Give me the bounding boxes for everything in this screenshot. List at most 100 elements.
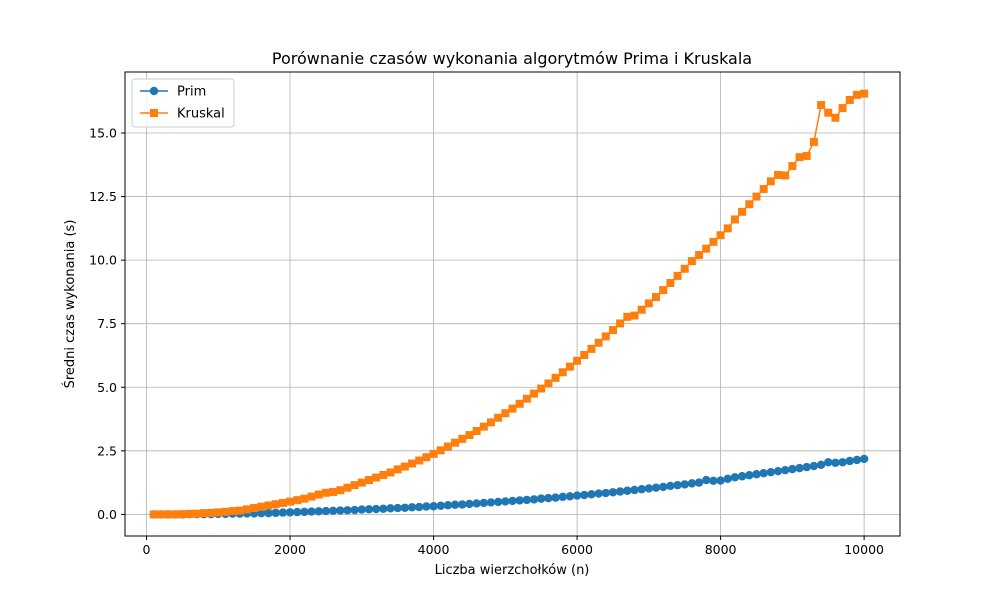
- data-point: [257, 508, 266, 518]
- series-kruskal: [149, 89, 869, 519]
- data-point: [766, 467, 776, 477]
- x-tick-label: 8000: [705, 542, 737, 557]
- y-tick-label: 0.0: [97, 507, 117, 522]
- data-point: [156, 510, 165, 519]
- data-point: [529, 495, 539, 504]
- data-point: [680, 264, 689, 273]
- data-point: [422, 453, 431, 462]
- data-point: [558, 368, 567, 377]
- data-point: [443, 501, 453, 510]
- chart-title: Porównanie czasów wykonania algorytmów P…: [272, 49, 752, 68]
- data-point: [300, 507, 309, 517]
- data-point: [730, 215, 739, 224]
- plot-frame: [124, 71, 901, 537]
- data-point: [314, 490, 323, 499]
- data-point: [350, 481, 359, 490]
- data-point: [695, 251, 704, 260]
- data-point: [515, 399, 524, 408]
- data-point: [479, 498, 488, 508]
- series-layer: [149, 89, 869, 519]
- data-point: [494, 413, 503, 422]
- data-point: [738, 207, 747, 216]
- data-point: [379, 504, 388, 513]
- data-point: [429, 502, 438, 511]
- data-point: [809, 137, 818, 146]
- data-point: [759, 469, 768, 478]
- data-point: [278, 498, 287, 507]
- data-point: [250, 504, 259, 513]
- data-point: [666, 481, 675, 491]
- data-point: [293, 496, 302, 505]
- data-point: [580, 490, 589, 500]
- data-point: [429, 449, 438, 458]
- data-point: [651, 483, 661, 492]
- data-point: [235, 506, 244, 515]
- data-point: [824, 458, 833, 467]
- data-point: [508, 496, 517, 506]
- data-point: [644, 299, 653, 308]
- data-point: [838, 104, 847, 113]
- data-point: [687, 479, 697, 488]
- data-point: [293, 507, 302, 517]
- data-point: [716, 231, 725, 240]
- data-point: [608, 326, 617, 335]
- data-point: [408, 459, 417, 468]
- legend-marker: [150, 109, 158, 117]
- data-point: [436, 446, 445, 455]
- data-point: [465, 499, 474, 509]
- data-point: [357, 478, 366, 487]
- data-point: [702, 475, 711, 485]
- data-point: [845, 456, 854, 466]
- data-point: [745, 471, 754, 480]
- data-point: [350, 505, 359, 515]
- data-point: [493, 497, 503, 507]
- data-point: [343, 483, 352, 492]
- data-point: [508, 404, 517, 413]
- data-point: [752, 470, 761, 479]
- data-point: [242, 505, 251, 514]
- data-point: [680, 480, 689, 489]
- data-point: [565, 492, 575, 501]
- data-point: [673, 480, 682, 490]
- data-point: [379, 470, 388, 479]
- legend: Prim Kruskal: [131, 78, 235, 128]
- data-point: [745, 200, 754, 209]
- data-point: [178, 510, 187, 519]
- data-point: [658, 482, 668, 492]
- data-point: [450, 500, 460, 509]
- legend-item-prim: Prim: [140, 85, 206, 100]
- data-point: [515, 496, 524, 505]
- data-point: [544, 379, 553, 388]
- legend-marker: [149, 86, 159, 96]
- ticks: 0 2000 4000 6000 8000 10000 0.0 2.5 5.0 7.5 10.0 12…: [89, 126, 884, 557]
- data-point: [257, 502, 266, 511]
- x-tick-label: 0: [143, 542, 151, 557]
- grid: [125, 72, 900, 536]
- data-point: [601, 488, 610, 498]
- data-point: [171, 510, 180, 519]
- data-point: [587, 490, 596, 499]
- data-point: [207, 508, 216, 517]
- data-point: [659, 286, 668, 295]
- data-point: [616, 319, 625, 328]
- data-point: [737, 472, 747, 481]
- data-point: [573, 356, 582, 365]
- data-point: [436, 501, 445, 510]
- data-point: [458, 434, 467, 443]
- data-point: [544, 493, 553, 503]
- data-point: [652, 293, 661, 302]
- data-point: [314, 507, 323, 516]
- data-point: [608, 488, 618, 497]
- data-point: [644, 484, 654, 493]
- data-point: [752, 192, 761, 201]
- data-point: [321, 488, 330, 497]
- data-point: [264, 501, 273, 510]
- data-point: [716, 476, 725, 485]
- data-point: [336, 486, 345, 495]
- data-point: [278, 508, 288, 517]
- data-point: [192, 509, 201, 518]
- data-point: [795, 153, 804, 162]
- data-point: [400, 462, 409, 471]
- x-axis-label: Liczba wierzchołków (n): [435, 563, 590, 578]
